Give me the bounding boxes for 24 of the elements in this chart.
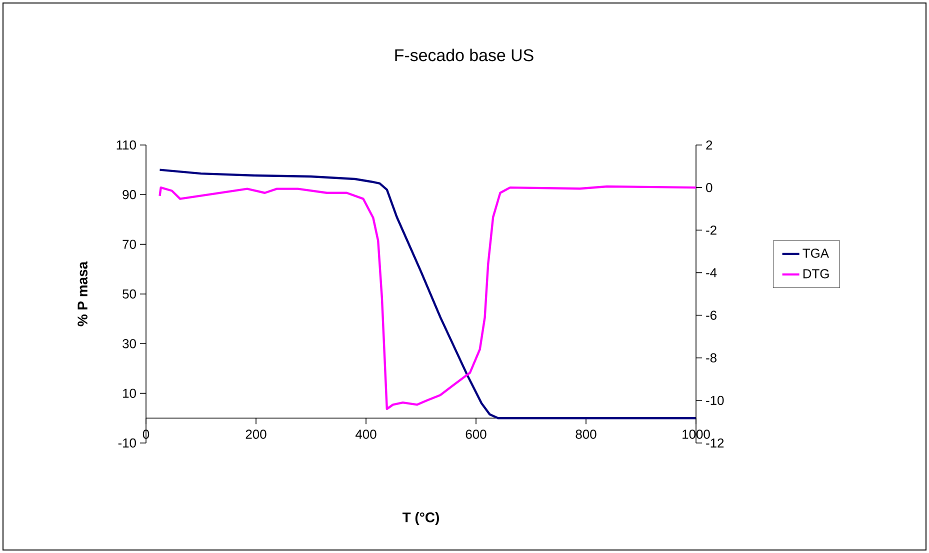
- y-tick-label: 30: [122, 339, 136, 348]
- y-axis-title: % P masa: [78, 261, 88, 326]
- y2-tick-label: -4: [706, 268, 717, 278]
- x-tick-label: 400: [356, 430, 376, 439]
- y-tick-label: 10: [123, 388, 136, 398]
- y2-tick-label: -12: [706, 438, 724, 448]
- legend-label: TGA: [802, 248, 829, 258]
- x-axis-title: T (°C): [402, 512, 439, 526]
- chart-title: F-secado base US: [395, 48, 534, 62]
- y2-tick-label: -6: [706, 310, 716, 320]
- y2-tick-label: -10: [706, 396, 724, 405]
- x-tick-label: 800: [576, 430, 596, 439]
- y-tick-label: -10: [118, 438, 136, 448]
- x-tick-label: 600: [466, 430, 486, 439]
- legend-label: DTG: [803, 269, 829, 278]
- y2-tick-label: -2: [706, 226, 716, 235]
- x-tick-label: 200: [246, 430, 266, 439]
- y2-tick-label: -8: [706, 353, 716, 362]
- y-tick-label: 90: [122, 190, 136, 200]
- y2-tick-label: 0: [706, 182, 712, 192]
- y-tick-label: 50: [122, 289, 136, 299]
- y-tick-label: 70: [122, 240, 136, 249]
- y-tick-label: 110: [116, 140, 136, 150]
- y2-tick-label: 2: [706, 140, 712, 150]
